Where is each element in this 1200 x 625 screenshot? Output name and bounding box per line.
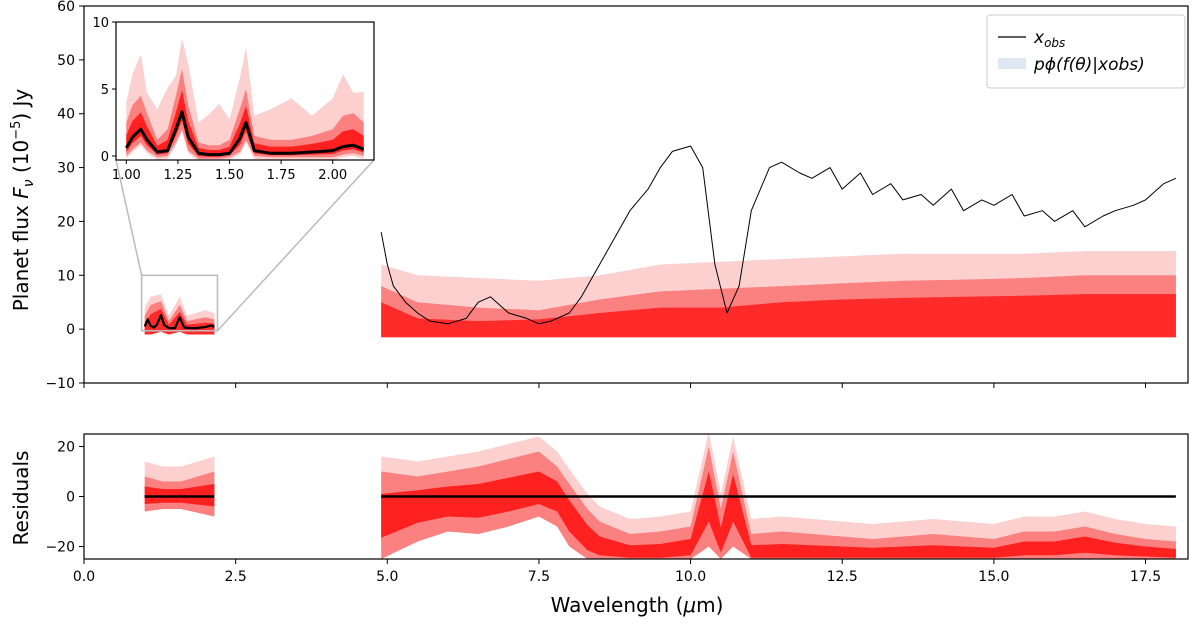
legend-observed-main: x xyxy=(1033,28,1045,48)
main-ylabel-sym: F xyxy=(9,187,33,199)
main-ytick-label-20: 20 xyxy=(57,214,75,230)
residuals-ytick-label-20: 20 xyxy=(57,440,75,456)
residuals-xtick-label-15: 15.0 xyxy=(978,569,1009,585)
residuals-xtick-label-10: 10.0 xyxy=(675,569,706,585)
band-inner-mid-ir xyxy=(381,294,1176,338)
residuals-ytick-label-0: 0 xyxy=(66,490,75,506)
main-axes-frame xyxy=(83,5,1189,384)
inset-ytick-label-5: 5 xyxy=(101,83,109,98)
inset-ytick-label-0: 0 xyxy=(101,150,109,165)
inset-connector-right xyxy=(216,159,375,332)
main-ytick-label--10: −10 xyxy=(45,376,75,392)
main-ylabel-sub: ν xyxy=(21,179,37,187)
main-ylabel-open: (10 xyxy=(9,140,33,180)
xlabel-pre: Wavelength ( xyxy=(551,593,684,617)
main-plot-data xyxy=(115,145,1177,338)
main-ylabel-sup: −5 xyxy=(9,121,24,140)
residuals-plot-data xyxy=(144,434,1176,559)
main-ylabel-close: ) Jy xyxy=(9,89,33,121)
main-ytick-label-50: 50 xyxy=(57,53,75,69)
inset-connector-left xyxy=(115,159,143,276)
inset-observed-line xyxy=(125,110,365,157)
legend-observed-sub: obs xyxy=(1044,36,1065,50)
main-ylabel-pre: Planet flux xyxy=(9,199,33,312)
main-clipped-group xyxy=(143,145,1177,338)
xlabel-post: m) xyxy=(696,593,723,617)
residuals-ytick-label--20: −20 xyxy=(45,540,75,556)
legend-observed-label: xobs xyxy=(1033,28,1065,50)
main-ytick-label-0: 0 xyxy=(66,322,75,338)
xlabel: Wavelength (μm) xyxy=(551,593,724,617)
inset-xtick-label-1: 1.00 xyxy=(112,168,141,183)
main-ytick-label-40: 40 xyxy=(57,107,75,123)
inset-ytick-label-10: 10 xyxy=(92,16,109,31)
legend-frame xyxy=(986,14,1186,89)
inset-xtick-label-1.75: 1.75 xyxy=(267,168,296,183)
inset-plot-data: 0 5 10 1.00 1.25 1.50 1.75 2.00 xyxy=(92,16,375,183)
observed-line-segment-1 xyxy=(143,314,215,330)
main-ytick-label-10: 10 xyxy=(57,268,75,284)
xlabel-sym: μ xyxy=(682,593,696,617)
residuals-clipped-group xyxy=(144,434,1176,559)
inset-xtick-label-2: 2.00 xyxy=(318,168,347,183)
inset-xtick-label-1.25: 1.25 xyxy=(163,168,192,183)
main-ytick-label-60: 60 xyxy=(57,0,75,15)
residuals-xtick-label-2.5: 2.5 xyxy=(225,569,247,585)
inset-zoom-box xyxy=(140,274,219,332)
residuals-ylabel: Residuals xyxy=(9,451,33,546)
legend-posterior-label: pϕ(f(θ)|xobs) xyxy=(1033,55,1145,75)
inset-frame xyxy=(115,21,375,161)
residuals-xtick-label-5: 5.0 xyxy=(376,569,398,585)
legend: xobs pϕ(f(θ)|xobs) xyxy=(986,14,1186,89)
residual-band-inner-mid-ir xyxy=(381,471,1176,558)
residuals-xtick-label-12.5: 12.5 xyxy=(827,569,858,585)
inset-clipped-group xyxy=(125,38,365,160)
residuals-xtick-label-7.5: 7.5 xyxy=(528,569,550,585)
main-ytick-label-30: 30 xyxy=(57,161,75,177)
legend-posterior-patch xyxy=(998,58,1026,69)
inset-xtick-label-1.5: 1.50 xyxy=(215,168,244,183)
residuals-xtick-label-0: 0.0 xyxy=(73,569,95,585)
main-ylabel: Planet flux Fν (10−5) Jy xyxy=(9,89,37,312)
observed-line-segment-2 xyxy=(380,145,1177,325)
residuals-xtick-label-17.5: 17.5 xyxy=(1130,569,1161,585)
